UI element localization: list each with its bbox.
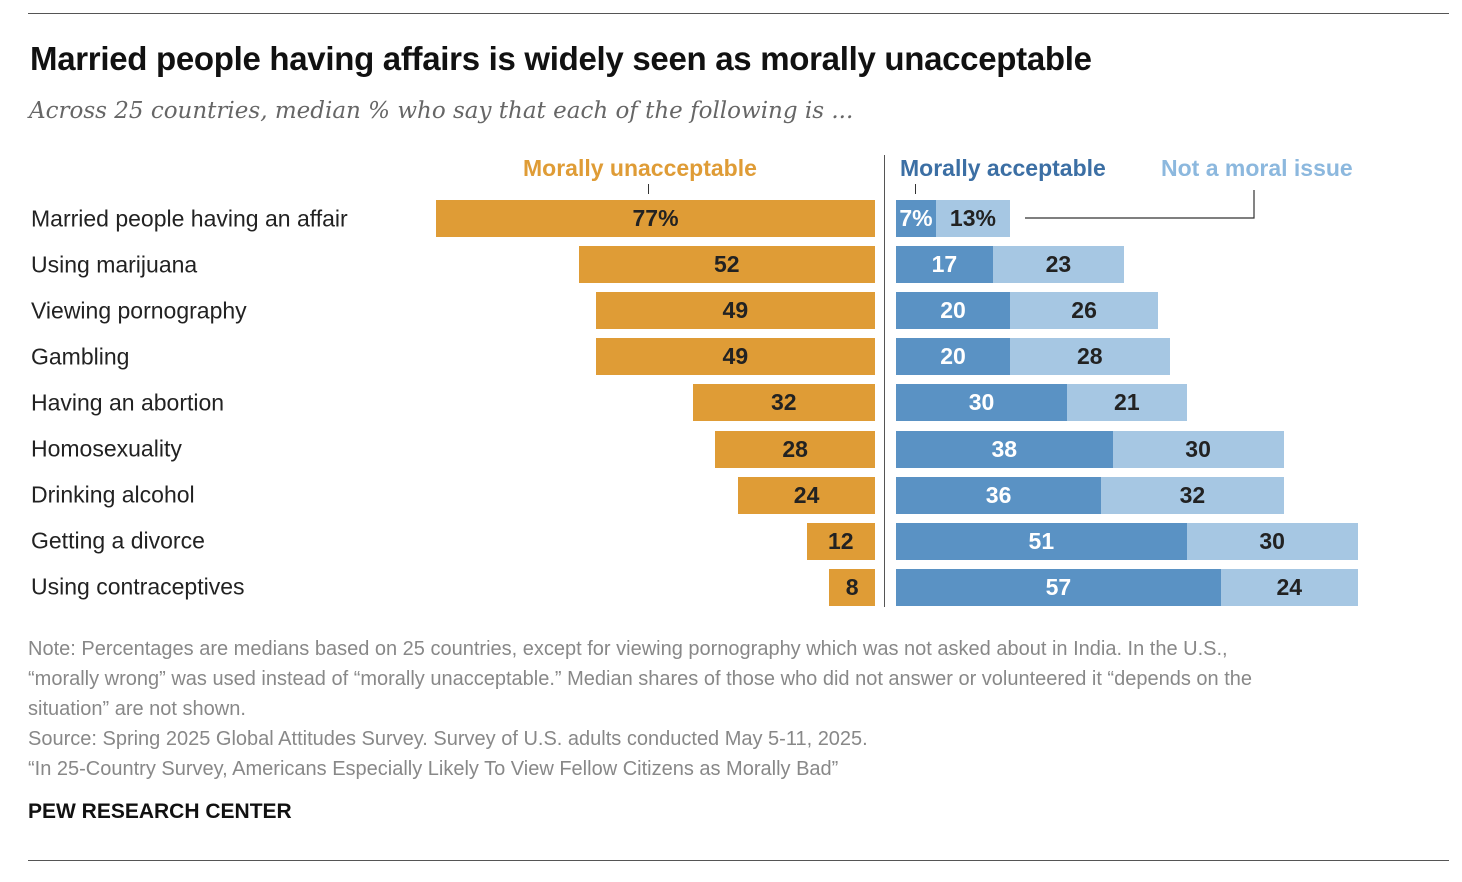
legend-unacceptable: Morally unacceptable xyxy=(523,155,757,181)
data-label: 57 xyxy=(1045,573,1072,600)
bar-not-moral-issue: 13% xyxy=(935,200,1010,237)
bar-morally-unacceptable: 28 xyxy=(715,430,875,468)
category-label: Getting a divorce xyxy=(31,527,205,554)
bar-morally-unacceptable: 77% xyxy=(436,200,875,237)
data-label: 8 xyxy=(845,573,859,600)
note-line: situation” are not shown. xyxy=(28,698,246,720)
data-label: 77% xyxy=(632,205,679,231)
data-label: 13% xyxy=(949,205,996,231)
category-label: Gambling xyxy=(31,343,130,370)
data-label: 49 xyxy=(722,297,749,324)
bar-morally-unacceptable: 52 xyxy=(578,246,875,284)
legend-acceptable: Morally acceptable xyxy=(900,155,1106,181)
data-label: 30 xyxy=(1259,527,1285,554)
chart-title: Married people having affairs is widely … xyxy=(30,40,1092,77)
data-label: 32 xyxy=(770,389,797,416)
category-label: Drinking alcohol xyxy=(31,481,195,508)
bar-not-moral-issue: 24 xyxy=(1220,568,1358,606)
data-label: 20 xyxy=(940,297,966,324)
bar-not-moral-issue: 30 xyxy=(1112,430,1284,468)
bar-morally-unacceptable: 8 xyxy=(829,568,875,606)
data-label: 20 xyxy=(940,343,966,370)
bar-not-moral-issue: 30 xyxy=(1186,522,1358,560)
data-label: 30 xyxy=(968,389,995,416)
bar-morally-unacceptable: 24 xyxy=(738,476,875,514)
bar-morally-acceptable: 17 xyxy=(896,246,993,284)
bar-morally-acceptable: 20 xyxy=(896,292,1010,330)
data-label: 52 xyxy=(713,251,740,278)
data-label: 7% xyxy=(899,205,933,231)
category-label: Married people having an affair xyxy=(31,205,348,231)
category-label: Having an abortion xyxy=(31,389,225,416)
report-title: “In 25-Country Survey, Americans Especia… xyxy=(28,758,839,780)
data-label: 26 xyxy=(1071,297,1097,324)
note-line: Note: Percentages are medians based on 2… xyxy=(28,638,1228,660)
note-line: “morally wrong” was used instead of “mor… xyxy=(28,668,1252,690)
bar-morally-acceptable: 36 xyxy=(896,476,1102,514)
bar-morally-acceptable: 51 xyxy=(896,522,1187,560)
bar-morally-acceptable: 30 xyxy=(896,384,1067,422)
legend-tick-acceptable xyxy=(915,184,916,194)
data-label: 23 xyxy=(1045,251,1072,278)
category-label: Using marijuana xyxy=(31,251,198,278)
category-label: Homosexuality xyxy=(31,435,182,462)
category-label: Using contraceptives xyxy=(31,573,245,600)
category-label: Viewing pornography xyxy=(31,297,247,324)
data-label: 28 xyxy=(1077,343,1103,370)
top-rule xyxy=(28,13,1449,14)
legend-not-moral-issue: Not a moral issue xyxy=(1161,155,1353,181)
bar-morally-acceptable: 57 xyxy=(896,568,1221,606)
data-label: 28 xyxy=(782,435,808,462)
bar-morally-acceptable: 38 xyxy=(896,430,1113,468)
data-label: 21 xyxy=(1114,389,1140,416)
chart-subtitle: Across 25 countries, median % who say th… xyxy=(29,98,854,124)
bar-not-moral-issue: 26 xyxy=(1010,292,1159,330)
brand-logo-text: PEW RESEARCH CENTER xyxy=(28,800,292,823)
bar-morally-unacceptable: 49 xyxy=(595,292,875,330)
data-label: 12 xyxy=(827,527,854,554)
data-label: 17 xyxy=(931,251,958,278)
source-line: Source: Spring 2025 Global Attitudes Sur… xyxy=(28,728,868,750)
bar-morally-acceptable: 7% xyxy=(896,200,936,237)
data-label: 51 xyxy=(1028,527,1055,554)
data-label: 49 xyxy=(722,343,749,370)
data-label: 30 xyxy=(1185,435,1211,462)
zero-axis xyxy=(884,155,885,607)
data-label: 24 xyxy=(793,481,820,508)
legend-connector-not-moral xyxy=(1025,190,1255,219)
bar-morally-unacceptable: 12 xyxy=(806,522,875,560)
bottom-rule xyxy=(28,860,1449,861)
bar-morally-acceptable: 20 xyxy=(896,338,1010,376)
data-label: 38 xyxy=(991,435,1018,462)
bar-morally-unacceptable: 32 xyxy=(692,384,875,422)
data-label: 36 xyxy=(985,481,1012,508)
bar-not-moral-issue: 32 xyxy=(1101,476,1284,514)
legend-tick-unacceptable xyxy=(648,184,649,194)
bar-not-moral-issue: 28 xyxy=(1010,338,1170,376)
bar-not-moral-issue: 21 xyxy=(1067,384,1187,422)
data-label: 24 xyxy=(1276,573,1303,600)
bar-not-moral-issue: 23 xyxy=(992,246,1124,284)
bar-morally-unacceptable: 49 xyxy=(595,338,875,376)
data-label: 32 xyxy=(1179,481,1206,508)
